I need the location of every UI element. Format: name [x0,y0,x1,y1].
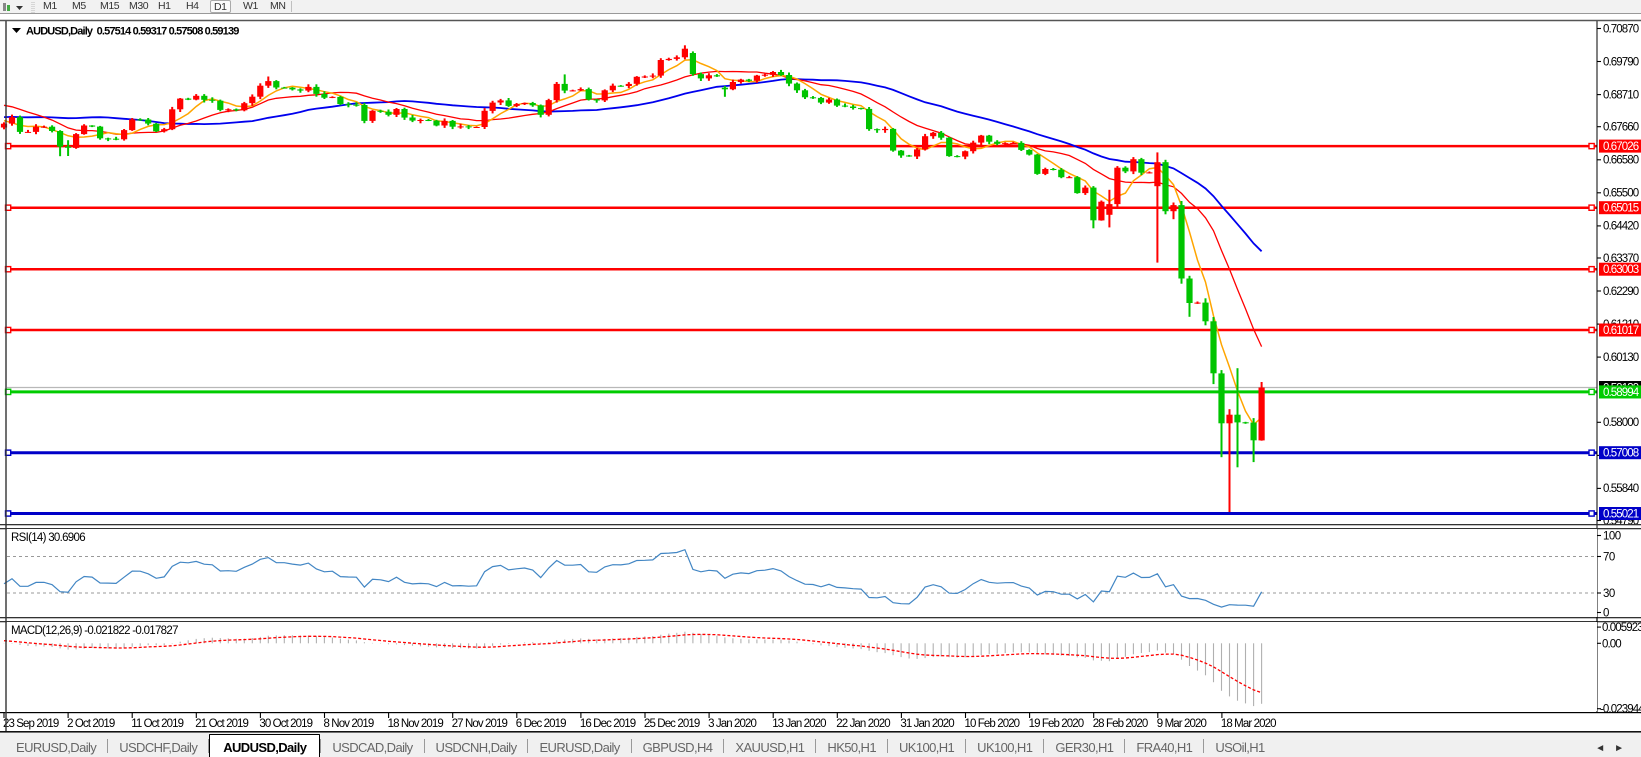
svg-text:0.55840: 0.55840 [1603,483,1639,495]
svg-text:0.58994: 0.58994 [1603,387,1640,399]
svg-text:0.65500: 0.65500 [1603,188,1639,200]
svg-text:0.65015: 0.65015 [1603,203,1639,215]
svg-text:8 Nov 2019: 8 Nov 2019 [324,718,374,730]
svg-text:0.70870: 0.70870 [1603,23,1639,35]
svg-text:0.58000: 0.58000 [1603,417,1639,429]
svg-text:0.00: 0.00 [1602,638,1621,650]
svg-text:0.60130: 0.60130 [1603,352,1639,364]
svg-text:100: 100 [1603,531,1621,543]
svg-text:6 Dec 2019: 6 Dec 2019 [516,718,566,730]
svg-text:MACD(12,26,9) -0.021822 -0.017: MACD(12,26,9) -0.021822 -0.017827 [11,625,178,637]
svg-text:2 Oct 2019: 2 Oct 2019 [67,718,115,730]
svg-text:16 Dec 2019: 16 Dec 2019 [580,718,636,730]
svg-text:0.68710: 0.68710 [1603,89,1639,101]
svg-text:30: 30 [1603,588,1615,600]
svg-text:0.61017: 0.61017 [1603,325,1639,337]
svg-text:11 Oct 2019: 11 Oct 2019 [131,718,183,730]
svg-text:0.63003: 0.63003 [1603,264,1639,276]
svg-text:19 Feb 2020: 19 Feb 2020 [1029,718,1084,730]
svg-text:30 Oct 2019: 30 Oct 2019 [259,718,312,730]
svg-text:27 Nov 2019: 27 Nov 2019 [452,718,508,730]
svg-text:0: 0 [1603,608,1609,620]
svg-text:AUDUSD,Daily 0.57514 0.59317: AUDUSD,Daily 0.57514 0.59317 0.57508 0.5… [26,26,239,38]
svg-text:23 Sep 2019: 23 Sep 2019 [3,718,59,730]
svg-text:70: 70 [1603,552,1615,564]
svg-text:0.67026: 0.67026 [1603,141,1639,153]
svg-text:13 Jan 2020: 13 Jan 2020 [772,718,826,730]
svg-text:0.63370: 0.63370 [1603,253,1639,265]
svg-text:3 Jan 2020: 3 Jan 2020 [708,718,756,730]
svg-text:0.66580: 0.66580 [1603,155,1639,167]
svg-text:28 Feb 2020: 28 Feb 2020 [1093,718,1148,730]
svg-text:9 Mar 2020: 9 Mar 2020 [1157,718,1207,730]
svg-text:18 Mar 2020: 18 Mar 2020 [1221,718,1276,730]
svg-text:31 Jan 2020: 31 Jan 2020 [900,718,954,730]
svg-text:0.67660: 0.67660 [1603,122,1639,134]
svg-text:21 Oct 2019: 21 Oct 2019 [195,718,248,730]
svg-text:0.62290: 0.62290 [1603,286,1639,298]
svg-text:18 Nov 2019: 18 Nov 2019 [388,718,444,730]
svg-text:0.57008: 0.57008 [1603,448,1639,460]
svg-text:25 Dec 2019: 25 Dec 2019 [644,718,700,730]
svg-text:0.005923: 0.005923 [1602,622,1641,634]
svg-text:0.55021: 0.55021 [1603,509,1639,521]
svg-text:RSI(14) 30.6906: RSI(14) 30.6906 [11,532,85,544]
svg-text:0.69790: 0.69790 [1603,56,1639,68]
svg-text:0.64420: 0.64420 [1603,221,1639,233]
svg-text:-0.023944: -0.023944 [1600,704,1641,716]
svg-text:22 Jan 2020: 22 Jan 2020 [836,718,890,730]
svg-text:10 Feb 2020: 10 Feb 2020 [965,718,1020,730]
